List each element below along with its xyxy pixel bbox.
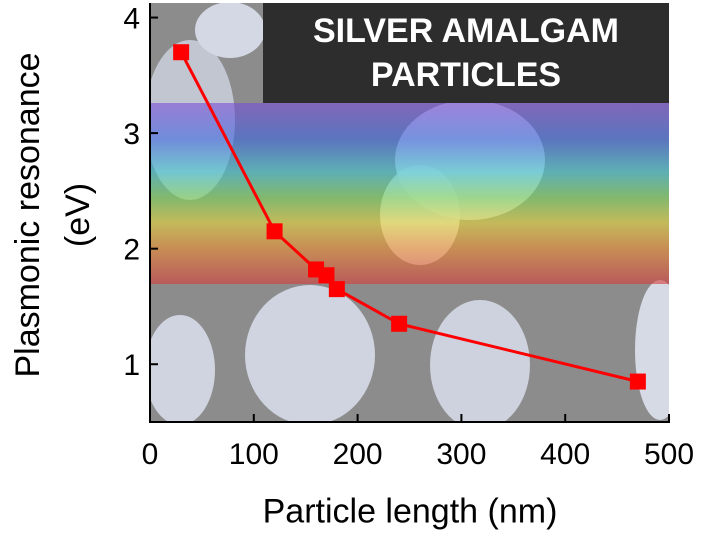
- y-tick-label: 2: [123, 234, 140, 267]
- y-tick-label: 4: [123, 3, 140, 36]
- marker: [630, 374, 646, 390]
- page: 1 2 3 4 0 100 200 300 400 500 SILVER AMALGAM PART…: [0, 0, 705, 537]
- chart-title-box: SILVER AMALGAM PARTICLES: [263, 3, 669, 103]
- marker: [173, 44, 189, 60]
- x-tick-label: 100: [229, 438, 279, 471]
- marker: [391, 316, 407, 332]
- x-axis-label: Particle length (nm): [263, 493, 558, 532]
- marker: [267, 223, 283, 239]
- marker: [318, 267, 334, 283]
- x-tick-label: 300: [436, 438, 486, 471]
- x-tick-label: 200: [333, 438, 383, 471]
- marker: [329, 281, 345, 297]
- chart-title: SILVER AMALGAM PARTICLES: [276, 9, 656, 97]
- y-tick-label: 1: [123, 349, 140, 382]
- y-axis-label: Plasmonic resonance (eV): [3, 25, 103, 405]
- x-tick-label: 0: [142, 438, 159, 471]
- y-tick-label: 3: [123, 118, 140, 151]
- x-tick-label: 500: [644, 438, 694, 471]
- x-tick-label: 400: [540, 438, 590, 471]
